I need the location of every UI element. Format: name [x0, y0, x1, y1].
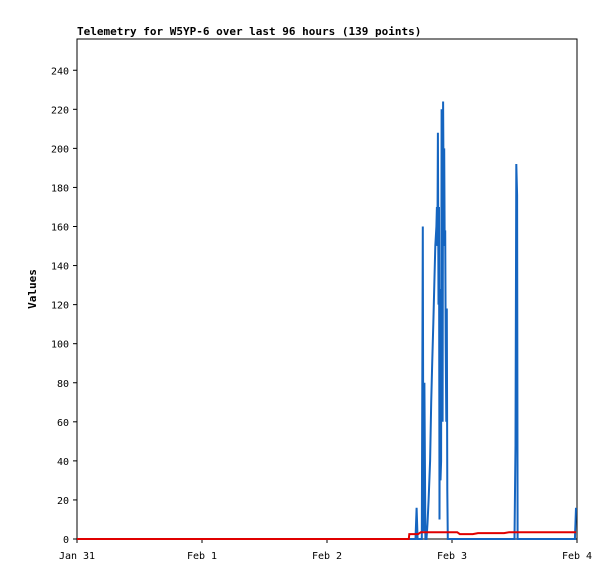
y-tick-label: 220	[51, 105, 69, 116]
y-axis: 0 20 40 60 80 100 120 140 160 180 200 220 240	[51, 66, 77, 546]
plot-area	[76, 38, 578, 540]
x-tick-label: Jan 31	[59, 551, 95, 562]
series-line-1	[77, 531, 576, 540]
chart-title: Telemetry for W5YP-6 over last 96 hours …	[77, 25, 421, 38]
y-tick-label: 240	[51, 66, 69, 77]
y-tick-label: 180	[51, 183, 69, 194]
y-tick-label: 140	[51, 262, 69, 273]
y-axis-label: Values	[26, 269, 39, 309]
y-tick-label: 0	[63, 535, 69, 546]
x-tick-label: Feb 1	[187, 551, 217, 562]
x-tick-label: Feb 4	[562, 551, 592, 562]
y-tick-label: 60	[57, 418, 69, 429]
y-tick-label: 120	[51, 301, 69, 312]
series-line-0	[77, 101, 577, 540]
y-tick-label: 160	[51, 223, 69, 234]
x-tick-label: Feb 2	[312, 551, 342, 562]
y-tick-label: 20	[57, 496, 69, 507]
y-tick-label: 80	[57, 379, 69, 390]
x-axis: Jan 31 Feb 1 Feb 2 Feb 3 Feb 4	[59, 539, 592, 562]
series-layer	[77, 101, 577, 540]
x-tick-label: Feb 3	[437, 551, 467, 562]
y-tick-label: 40	[57, 457, 69, 468]
y-tick-label: 100	[51, 340, 69, 351]
y-tick-label: 200	[51, 144, 69, 155]
